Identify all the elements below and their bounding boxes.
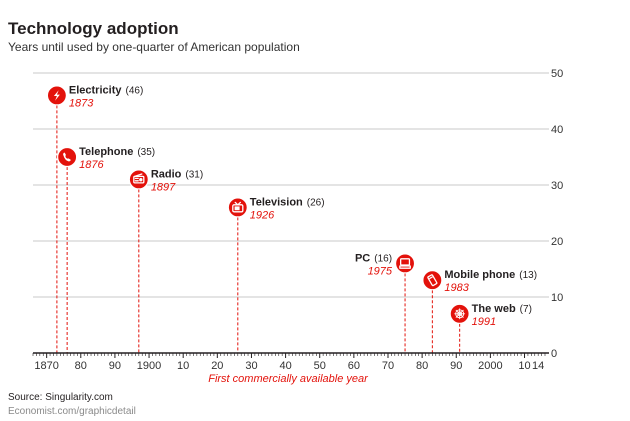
point-value: (16): [374, 253, 392, 264]
source-note: Source: Singularity.com: [8, 392, 113, 403]
point-value: (7): [520, 304, 532, 315]
point-name: Radio: [151, 168, 182, 180]
y-tick-label: 10: [551, 292, 563, 304]
point-value: (35): [137, 147, 155, 158]
x-tick-label: 80: [416, 360, 428, 372]
x-tick-label: 1900: [137, 360, 161, 372]
x-tick-label: 10: [177, 360, 189, 372]
point-value: (26): [307, 197, 325, 208]
data-point-radio: Radio (31)1897: [128, 168, 203, 193]
point-label: Radio (31): [151, 168, 203, 180]
data-point-telephone: Telephone (35) 1876: [57, 146, 155, 171]
x-tick-label: 40: [279, 360, 291, 372]
data-point-marker: [57, 146, 78, 168]
telephone-icon: [63, 152, 71, 162]
point-value: (46): [125, 85, 143, 96]
data-point-television: Television (26) 1926: [227, 196, 325, 221]
point-name: The web: [472, 303, 516, 315]
data-point-marker: [394, 253, 416, 274]
gridlines: [33, 72, 549, 298]
mobile-phone-icon: [427, 274, 438, 287]
x-tick-label: 70: [382, 360, 394, 372]
data-point-mobile-phone: Mobile phone (13) 1983: [422, 269, 537, 294]
point-year: 1897: [151, 181, 176, 193]
point-label: Telephone (35): [79, 146, 155, 158]
x-tick-label: 90: [450, 360, 462, 372]
x-axis: 1870 80 90 1900 10 20 30 40 50 60 70 80 90 2000 10 14: [32, 352, 549, 372]
y-axis: 0 10 20 30 40 50: [551, 68, 563, 360]
point-name: Electricity: [69, 84, 122, 96]
point-label: Mobile phone (13): [444, 269, 537, 281]
point-year: 1873: [69, 97, 94, 109]
point-name: Telephone: [79, 146, 133, 158]
data-point-marker: [422, 270, 443, 291]
chart-title: Technology adoption: [8, 19, 179, 38]
x-tick-label: 14: [532, 360, 544, 372]
television-icon: [232, 201, 244, 213]
x-tick-label: 50: [314, 360, 326, 372]
point-name: Television: [250, 196, 303, 208]
point-label: Electricity (46): [69, 84, 143, 96]
x-tick-label: 2000: [478, 360, 502, 372]
x-axis-label: First commercially available year: [208, 373, 369, 385]
point-name: Mobile phone: [444, 269, 515, 281]
y-tick-label: 20: [551, 236, 563, 248]
point-name: PC: [355, 252, 370, 264]
x-tick-label: 90: [109, 360, 121, 372]
point-label: PC (16): [355, 252, 392, 264]
point-label: The web (7): [472, 303, 532, 315]
x-tick-label: 1870: [34, 360, 58, 372]
y-tick-label: 0: [551, 348, 557, 360]
y-tick-label: 40: [551, 124, 563, 136]
point-year: 1983: [444, 282, 469, 294]
point-year: 1876: [79, 159, 104, 171]
x-tick-label: 20: [211, 360, 223, 372]
data-point-the-web: The web (7) 1991: [449, 303, 532, 328]
point-value: (13): [519, 270, 537, 281]
drop-lines: [56, 95, 461, 353]
web-icon: [454, 308, 466, 320]
x-tick-label: 60: [348, 360, 360, 372]
lightning-icon: [53, 90, 60, 101]
data-point-marker: [128, 169, 149, 190]
point-year: 1991: [472, 316, 496, 328]
point-value: (31): [185, 169, 203, 180]
computer-icon: [399, 258, 411, 269]
data-point-electricity: Electricity (46)1873: [46, 84, 143, 109]
chart-subtitle: Years until used by one-quarter of Ameri…: [8, 40, 300, 54]
y-tick-label: 30: [551, 180, 563, 192]
x-tick-label: 80: [75, 360, 87, 372]
data-point-pc: PC (16)1975: [355, 252, 416, 277]
point-year: 1926: [250, 209, 275, 221]
radio-icon: [133, 173, 145, 184]
x-tick-label: 10: [518, 360, 530, 372]
brand-note: Economist.com/graphicdetail: [8, 406, 136, 417]
x-tick-label: 30: [245, 360, 257, 372]
y-tick-label: 50: [551, 68, 563, 80]
point-year: 1975: [368, 265, 393, 277]
point-label: Television (26): [250, 196, 325, 208]
